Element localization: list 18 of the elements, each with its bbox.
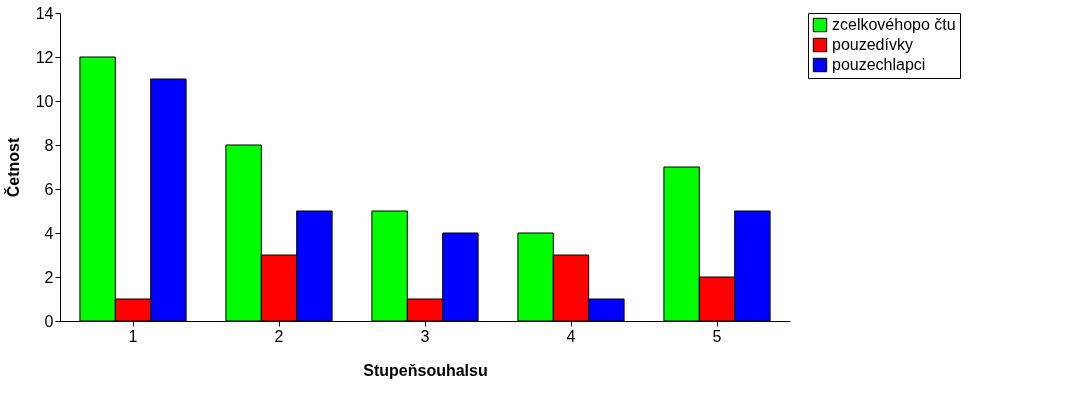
x-axis-title: Stupeňsouhalsu [363,361,488,379]
legend-label: pouzedívky [832,36,913,53]
y-tick-label: 10 [35,92,54,110]
y-tick-label: 8 [44,136,54,154]
y-tick-label: 14 [35,4,54,22]
y-tick-label: 0 [44,312,54,330]
y-tick-label: 4 [44,224,54,242]
x-tick-label: 1 [128,327,138,345]
x-tick-label: 2 [274,327,284,345]
y-axis-title: Četnost [3,137,22,198]
y-tick-label: 12 [35,48,54,66]
x-tick-label: 3 [420,327,430,345]
y-tick-label: 2 [44,268,54,286]
x-tick-label: 5 [712,327,722,345]
legend-label: zcelkovéhopo čtu [832,16,956,33]
legend-label: pouzechlapci [832,56,926,73]
x-tick-label: 4 [566,327,576,345]
y-tick-label: 6 [44,180,54,198]
